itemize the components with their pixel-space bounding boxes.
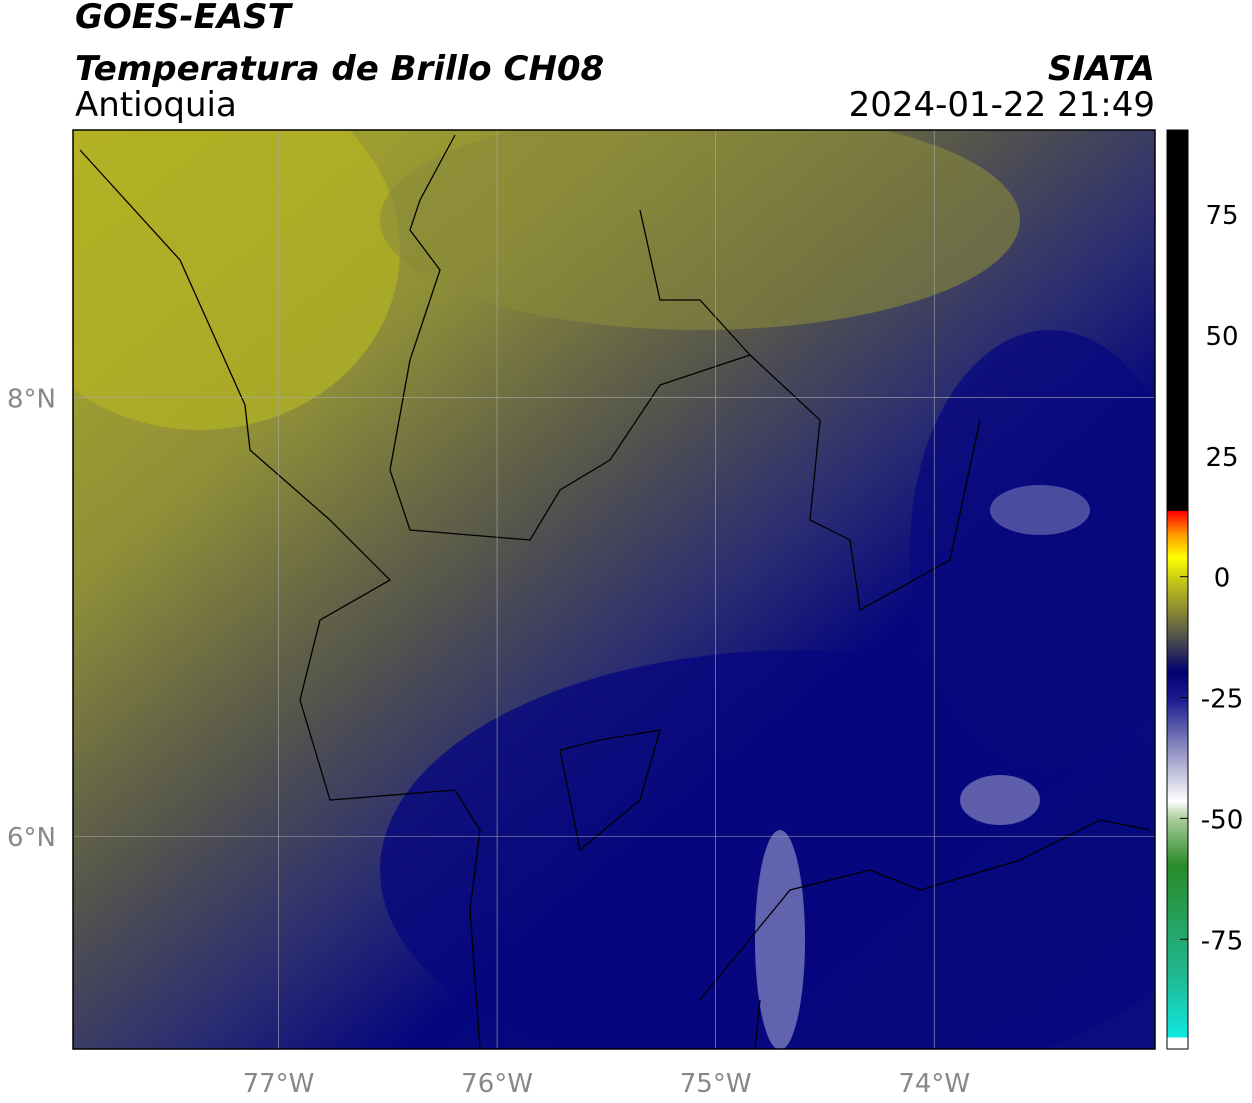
colorbar-tick-label: -75 — [1201, 926, 1243, 956]
x-tick-label: 76°W — [461, 1069, 533, 1099]
region: Antioquia — [75, 85, 237, 125]
map-field — [73, 130, 1155, 1049]
warm-area — [380, 130, 1020, 330]
map-frame — [72, 129, 1156, 1050]
x-tick-label: 75°W — [680, 1069, 752, 1099]
source: SIATA — [1048, 49, 1155, 89]
colorbar-tick-label: -50 — [1201, 805, 1243, 835]
x-tick-label: 77°W — [243, 1069, 315, 1099]
warm-area — [73, 130, 400, 430]
y-tick-label: 6°N — [7, 823, 56, 853]
cold-cloud — [960, 775, 1040, 825]
colorbar-tick-label: 0 — [1214, 564, 1231, 594]
x-tick-label: 74°W — [898, 1069, 970, 1099]
cold-area — [910, 330, 1155, 770]
subtitle: Temperatura de Brillo CH08 — [75, 49, 604, 89]
colorbar — [1166, 129, 1189, 1050]
cold-cloud — [755, 830, 805, 1049]
graticule — [73, 130, 1155, 1049]
y-tick-label: 8°N — [7, 385, 56, 415]
boundaries — [79, 134, 1151, 1049]
cold-cloud — [990, 485, 1090, 535]
title: GOES-EAST — [75, 0, 294, 37]
colorbar-tick-label: 50 — [1205, 322, 1238, 352]
colorbar-tick-label: 75 — [1205, 201, 1238, 231]
colorbar-tick-label: 25 — [1205, 443, 1238, 473]
timestamp: 2024-01-22 21:49 — [849, 85, 1155, 125]
colorbar-tick-label: -25 — [1201, 685, 1243, 715]
